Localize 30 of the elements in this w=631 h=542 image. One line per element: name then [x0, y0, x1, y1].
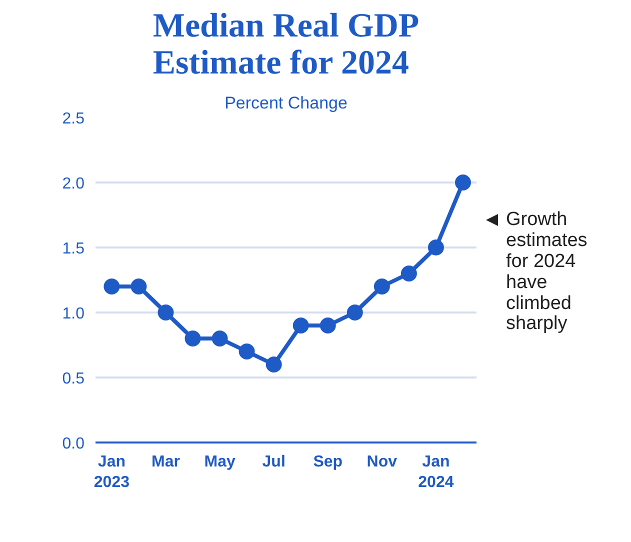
point	[104, 278, 120, 294]
point	[320, 318, 336, 334]
x-tick-label: Nov	[366, 454, 398, 470]
y-tick-label: 1.0	[62, 306, 85, 322]
chart-subtitle: Percent Change	[224, 94, 348, 112]
y-tick-label: 2.0	[62, 176, 85, 192]
x-tick-label: May	[204, 454, 236, 470]
y-tick-label: 0.0	[62, 436, 85, 452]
x-tick-label: Mar	[152, 454, 180, 470]
y-tick-label: 0.5	[62, 370, 85, 388]
point	[292, 318, 309, 334]
x-tick-label: Jan 2024	[418, 454, 454, 491]
x-tick-label: Jan 2023	[94, 454, 130, 491]
point	[238, 344, 255, 360]
point	[346, 304, 363, 320]
y-tick-label: 2.5	[62, 110, 85, 128]
point	[374, 278, 390, 294]
x-tick-label: Sep	[313, 454, 343, 470]
y-tick-label: 1.5	[62, 240, 85, 258]
point	[266, 356, 282, 372]
chart-title: Median Real GDP Estimate for 2024	[152, 8, 420, 82]
text: Growth estimates for 2024 have climbed sharply	[506, 209, 588, 336]
point	[212, 330, 228, 346]
point	[428, 240, 444, 256]
point	[454, 174, 471, 190]
point	[184, 330, 201, 346]
point	[400, 266, 417, 282]
x-tick-label: Jul	[262, 454, 286, 470]
point	[158, 304, 174, 320]
point	[130, 278, 147, 294]
